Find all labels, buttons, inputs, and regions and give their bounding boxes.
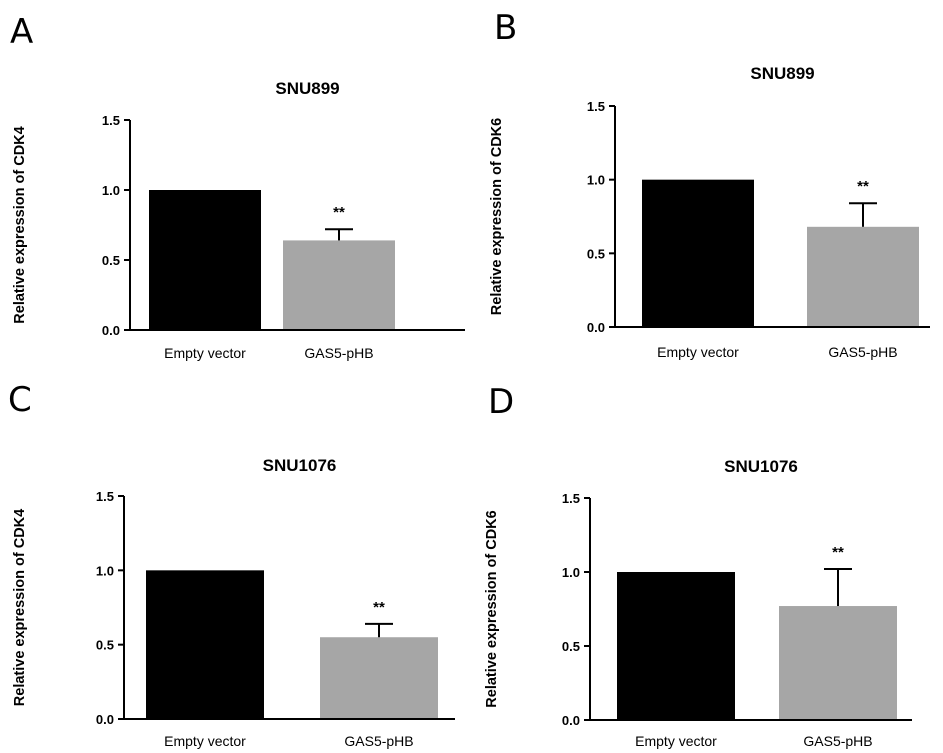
bar-chart-a: SNU899 Relative expression of CDK4 Empty v… xyxy=(12,79,465,361)
y-tick-label: 0.5 xyxy=(102,253,120,268)
x-tick-label: GAS5-pHB xyxy=(803,733,872,749)
panel-label-b: B xyxy=(494,8,518,48)
chart-title: SNU899 xyxy=(275,79,339,98)
chart-title: SNU899 xyxy=(750,64,814,83)
x-tick-label: Empty vector xyxy=(635,733,717,749)
chart-title: SNU1076 xyxy=(263,456,337,475)
bar-1 xyxy=(617,572,735,720)
x-tick-label: GAS5-pHB xyxy=(828,344,897,360)
significance-label: ** xyxy=(333,204,345,221)
y-tick-label: 0.5 xyxy=(96,638,114,653)
y-tick-label: 0.5 xyxy=(587,246,605,261)
y-tick-label: 0.5 xyxy=(562,639,580,654)
chart-panel-d: D SNU1076 Relative expression of CDK6 Empt… xyxy=(472,376,943,753)
y-tick-label: 1.5 xyxy=(96,489,114,504)
bar-chart-b: SNU899 Relative expression of CDK6 Empty v… xyxy=(489,64,930,360)
y-tick-label: 1.0 xyxy=(102,183,120,198)
y-tick-label: 0.0 xyxy=(102,323,120,338)
y-axis-label: Relative expression of CDK6 xyxy=(489,118,505,315)
y-tick-label: 1.0 xyxy=(562,565,580,580)
chart-title: SNU1076 xyxy=(724,457,798,476)
x-tick-label: Empty vector xyxy=(657,344,739,360)
chart-panel-b: B SNU899 Relative expression of CDK6 Empty… xyxy=(472,0,943,376)
bar-chart-c: SNU1076 Relative expression of CDK4 Empty … xyxy=(12,456,455,749)
bar-2 xyxy=(779,606,897,720)
y-tick-label: 1.5 xyxy=(102,113,120,128)
bar-chart-d: SNU1076 Relative expression of CDK6 Empty … xyxy=(484,457,912,749)
chart-panel-c: C SNU1076 Relative expression of CDK4 Empt… xyxy=(0,376,472,753)
y-tick-label: 1.0 xyxy=(96,563,114,578)
significance-label: ** xyxy=(373,599,385,616)
bar-1 xyxy=(149,190,261,330)
y-axis-label: Relative expression of CDK6 xyxy=(484,510,500,707)
panel-label-c: C xyxy=(8,380,32,420)
bar-2 xyxy=(283,240,395,330)
y-tick-label: 0.0 xyxy=(96,712,114,727)
bar-1 xyxy=(642,179,754,327)
x-tick-label: GAS5-pHB xyxy=(304,345,373,361)
y-tick-label: 0.0 xyxy=(562,713,580,728)
panel-label-a: A xyxy=(10,12,34,52)
y-axis-label: Relative expression of CDK4 xyxy=(12,126,28,323)
y-tick-label: 1.5 xyxy=(587,99,605,114)
chart-panel-a: A SNU899 Relative expression of CDK4 Empty… xyxy=(0,0,472,376)
y-tick-label: 1.0 xyxy=(587,173,605,188)
x-tick-label: Empty vector xyxy=(164,733,246,749)
bar-2 xyxy=(320,637,438,719)
y-axis-label: Relative expression of CDK4 xyxy=(12,509,28,706)
bar-1 xyxy=(146,570,264,719)
y-tick-label: 1.5 xyxy=(562,491,580,506)
significance-label: ** xyxy=(857,178,869,195)
bar-2 xyxy=(807,226,919,327)
x-tick-label: Empty vector xyxy=(164,345,246,361)
y-tick-label: 0.0 xyxy=(587,320,605,335)
significance-label: ** xyxy=(832,544,844,561)
panel-label-d: D xyxy=(488,382,515,422)
x-tick-label: GAS5-pHB xyxy=(344,733,413,749)
